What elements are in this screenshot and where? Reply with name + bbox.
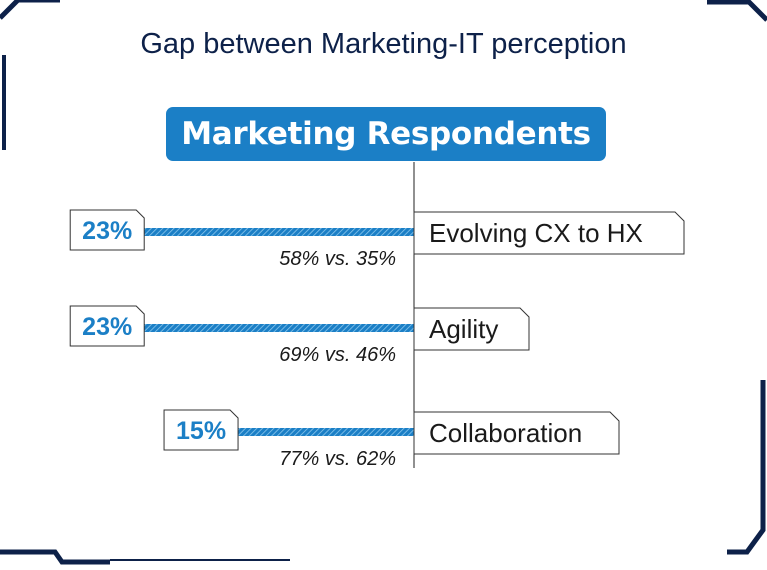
category-label: Evolving CX to HX bbox=[429, 218, 643, 248]
value-label-box bbox=[69, 209, 145, 251]
frame-corner-top-left bbox=[0, 0, 60, 150]
group-banner: Marketing Respondents bbox=[166, 107, 606, 161]
frame-corner-bottom-left bbox=[0, 549, 290, 565]
comparison-label: 69% vs. 46% bbox=[279, 344, 396, 366]
value-label-box bbox=[69, 305, 145, 347]
value-label: 23% bbox=[82, 217, 132, 245]
category-label-box bbox=[413, 211, 685, 255]
category-label-box bbox=[413, 411, 620, 455]
category-label: Agility bbox=[429, 314, 498, 344]
chart-title: Gap between Marketing-IT perception bbox=[140, 28, 627, 60]
value-label-box bbox=[163, 409, 239, 451]
value-label: 23% bbox=[82, 313, 132, 341]
bar bbox=[238, 428, 414, 436]
value-label: 15% bbox=[176, 417, 226, 445]
category-label-box bbox=[413, 307, 530, 351]
frame-corner-bottom-right bbox=[727, 380, 766, 555]
bar bbox=[144, 228, 414, 236]
frame-corner-top-right bbox=[707, 0, 767, 22]
bar bbox=[144, 324, 414, 332]
category-label: Collaboration bbox=[429, 418, 582, 448]
comparison-label: 77% vs. 62% bbox=[279, 448, 396, 470]
comparison-label: 58% vs. 35% bbox=[279, 248, 396, 270]
